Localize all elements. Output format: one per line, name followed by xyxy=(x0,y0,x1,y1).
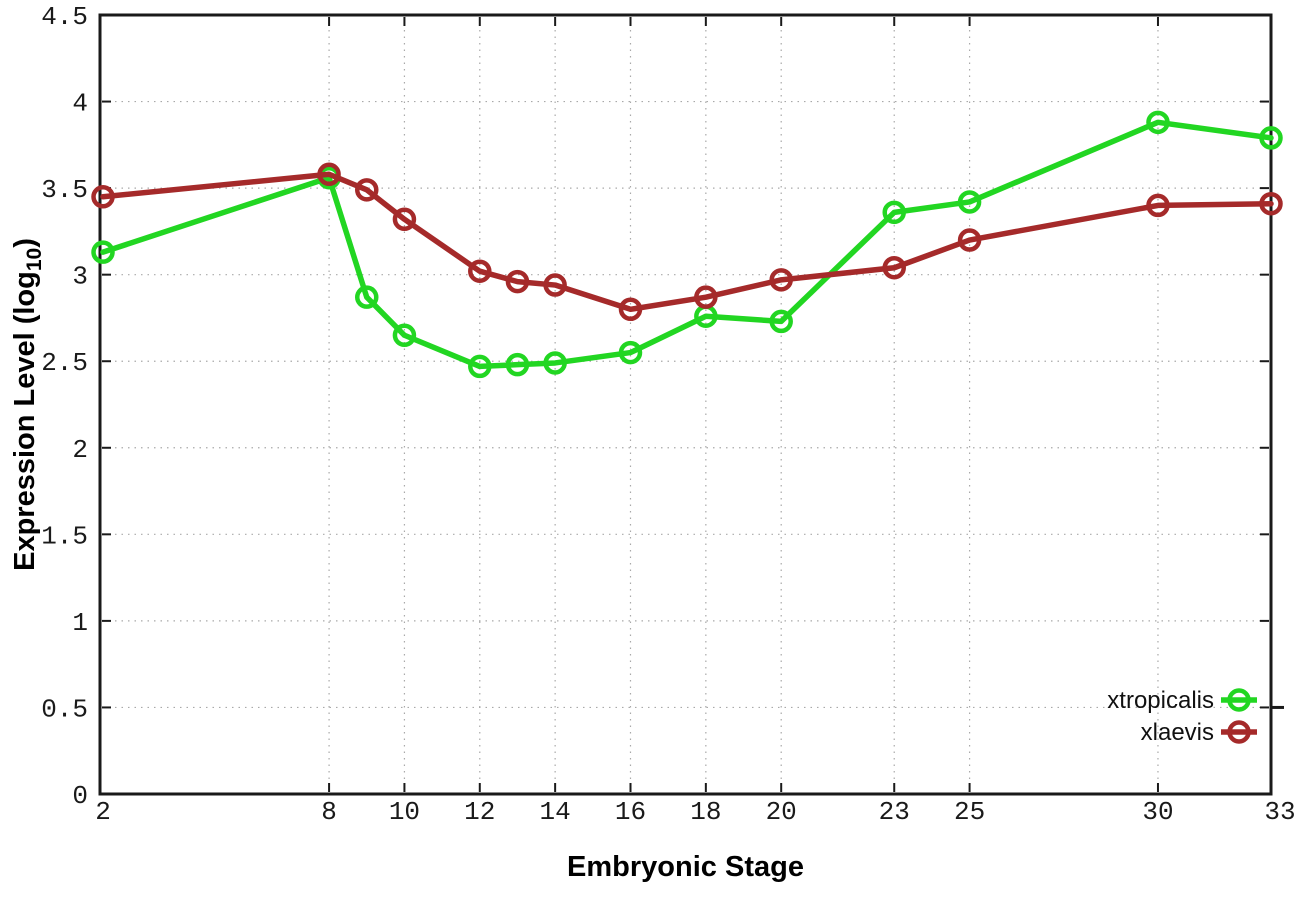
y-tick-label: 3 xyxy=(72,262,88,292)
x-tick-label: 18 xyxy=(690,797,721,827)
x-tick-label: 10 xyxy=(389,797,420,827)
data-point-xlaevis xyxy=(543,273,567,297)
y-tick-label: 0 xyxy=(72,781,88,811)
y-tick-label: 0.5 xyxy=(41,694,88,724)
data-point-xtropicalis xyxy=(882,200,906,225)
y-tick-label: 2.5 xyxy=(41,348,88,378)
y-axis-title: Expression Level (log10) xyxy=(9,238,46,571)
legend-label-xlaevis: xlaevis xyxy=(1141,719,1214,746)
x-tick-label: 23 xyxy=(879,797,910,827)
data-point-xtropicalis xyxy=(1146,110,1170,135)
data-point-xlaevis xyxy=(355,178,379,202)
data-point-xlaevis xyxy=(618,297,643,322)
data-point-xtropicalis xyxy=(543,351,567,375)
series-xtropicalis-line xyxy=(100,119,1274,370)
data-point-xtropicalis xyxy=(392,323,417,348)
data-point-xtropicalis xyxy=(769,309,793,334)
data-point-xtropicalis xyxy=(1259,126,1283,150)
data-point-xtropicalis xyxy=(957,190,982,214)
y-tick-label: 1.5 xyxy=(41,521,88,551)
data-point-xtropicalis xyxy=(355,285,379,309)
x-tick-label: 30 xyxy=(1142,797,1173,827)
y-tick-label: 1 xyxy=(72,608,88,638)
data-point-xtropicalis xyxy=(468,354,492,379)
x-tick-label: 14 xyxy=(540,797,571,827)
x-tick-label: 16 xyxy=(615,797,646,827)
x-tick-label: 25 xyxy=(954,797,985,827)
plot-border xyxy=(98,13,1273,796)
x-tick-label: 12 xyxy=(464,797,495,827)
data-point-xtropicalis xyxy=(618,340,643,365)
data-point-xlaevis xyxy=(957,228,982,252)
y-tick-label: 2 xyxy=(72,435,88,465)
data-point-xtropicalis xyxy=(505,352,530,377)
data-point-xlaevis xyxy=(769,268,793,292)
data-point-xlaevis xyxy=(694,285,718,309)
y-tick-label: 4 xyxy=(72,89,88,119)
x-tick-label: 2 xyxy=(95,797,111,827)
y-tick-label: 3.5 xyxy=(41,175,88,205)
y-tick-label: 4.5 xyxy=(41,2,88,32)
data-point-xlaevis xyxy=(317,162,341,187)
legend-marker-xlaevis xyxy=(1227,720,1251,744)
data-point-xlaevis xyxy=(882,255,906,280)
data-point-xlaevis xyxy=(1146,193,1170,218)
data-point-xlaevis xyxy=(91,185,115,209)
x-tick-label: 8 xyxy=(321,797,337,827)
data-point-xlaevis xyxy=(1259,191,1283,216)
data-point-xlaevis xyxy=(468,259,492,283)
x-tick-label: 20 xyxy=(766,797,797,827)
data-point-xlaevis xyxy=(392,207,417,232)
x-axis-title: Embryonic Stage xyxy=(567,851,804,883)
x-tick-label: 33 xyxy=(1264,797,1295,827)
data-point-xtropicalis xyxy=(91,240,115,264)
data-point-xlaevis xyxy=(505,269,530,294)
legend-label-xtropicalis: xtropicalis xyxy=(1107,687,1214,714)
legend-marker-xtropicalis xyxy=(1227,688,1251,712)
